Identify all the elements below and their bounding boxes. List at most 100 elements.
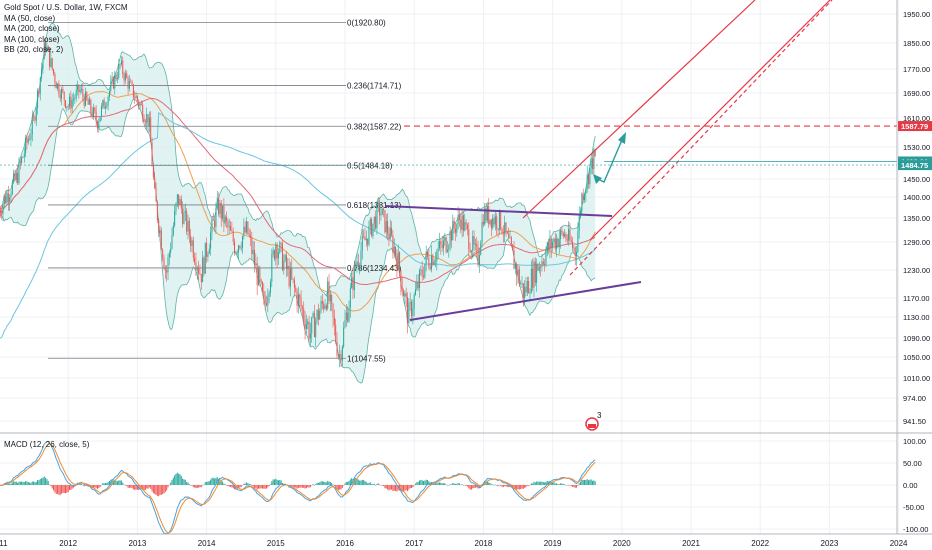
macd-hist-bar	[392, 485, 394, 491]
bollinger-bands	[0, 23, 596, 384]
candle-body	[494, 216, 496, 225]
macd-hist-bar	[247, 483, 249, 485]
candle-body	[139, 103, 141, 106]
macd-hist-bar	[554, 483, 556, 485]
macd-hist-bar	[304, 485, 306, 489]
candle-body	[154, 177, 156, 189]
candle-body	[207, 253, 209, 257]
time-tick-label: 2016	[336, 539, 354, 548]
candle-body	[412, 308, 414, 317]
event-badge-fill	[588, 424, 596, 428]
candle-body	[500, 210, 502, 229]
candle-body	[504, 222, 506, 235]
macd-hist-bar	[180, 475, 182, 485]
macd-hist-bar	[194, 485, 196, 488]
candle-body	[411, 301, 413, 317]
macd-hist-bar	[102, 483, 104, 485]
macd-hist-bar	[417, 481, 419, 485]
candle-body	[210, 232, 212, 249]
macd-hist-bar	[400, 485, 402, 492]
candle-body	[146, 114, 148, 123]
candle-body	[592, 158, 594, 169]
candle-body	[259, 268, 261, 280]
legend-bb[interactable]: BB (20, close, 2)	[4, 45, 64, 54]
candle-body	[250, 235, 252, 238]
candle-body	[78, 84, 80, 93]
macd-hist-bar	[61, 485, 63, 494]
ma100-line	[0, 97, 596, 285]
candle-body	[15, 172, 17, 181]
time-tick-label: 2021	[682, 539, 700, 548]
macd-hist-bar	[15, 481, 17, 485]
macd-hist-bar	[387, 485, 389, 490]
symbol-title[interactable]: Gold Spot / U.S. Dollar, 1W, FXCM	[4, 3, 128, 12]
macd-hist-bar	[464, 485, 466, 486]
macd-hist-bar	[124, 485, 126, 486]
candle-body	[223, 205, 225, 224]
candle-body	[509, 237, 511, 239]
candle-body	[175, 203, 177, 211]
macd-hist-bar	[211, 477, 213, 485]
candle-body	[336, 341, 338, 356]
candle-body	[357, 261, 359, 266]
candle-body	[456, 224, 458, 233]
candle-body	[490, 219, 492, 228]
candle-body	[445, 237, 447, 252]
candle-body	[65, 100, 67, 108]
macd-hist-bar	[377, 483, 379, 485]
candle-body	[7, 193, 9, 202]
macd-hist-bar	[172, 477, 174, 485]
macd-hist-bar	[341, 485, 343, 488]
channel-lower-line	[589, 0, 831, 241]
candle-body	[22, 157, 24, 158]
candle-body	[74, 97, 76, 100]
candle-body	[79, 89, 81, 93]
candle-body	[348, 307, 350, 322]
macd-hist-bar	[116, 481, 118, 485]
macd-legend[interactable]: MACD (12, 26, close, 5)	[4, 440, 90, 449]
candle-body	[517, 269, 519, 277]
macd-hist-bar	[244, 483, 246, 485]
grid	[0, 0, 900, 534]
candle-body	[91, 111, 93, 117]
candle-body	[586, 174, 588, 189]
candle-body	[63, 91, 65, 101]
legend-ma50[interactable]: MA (50, close)	[4, 13, 56, 23]
candle-body	[428, 256, 430, 267]
macd-hist-bar	[50, 485, 52, 487]
candle-body	[163, 257, 165, 269]
macd-hist-bar	[336, 485, 338, 490]
macd-hist-bar	[303, 485, 305, 489]
candle-body	[469, 249, 471, 253]
candle-body	[152, 166, 154, 178]
candle-body	[27, 139, 29, 143]
time-tick-label: 2024	[890, 539, 908, 548]
macd-hist-bar	[396, 485, 398, 492]
macd-hist-bar	[156, 485, 158, 496]
candle-body	[380, 214, 382, 216]
macd-hist-bar	[423, 481, 425, 485]
macd-hist-bar	[494, 484, 496, 486]
candle-body	[103, 100, 105, 109]
legend-ma200[interactable]: MA (200, close)	[4, 24, 60, 33]
candle-body	[466, 224, 468, 230]
candle-body	[206, 242, 208, 257]
candle-body	[299, 294, 301, 299]
macd-hist-bar	[348, 481, 350, 485]
candle-body	[561, 230, 563, 233]
candle-body	[263, 291, 265, 297]
macd-hist-bar	[27, 481, 29, 485]
macd-hist-bar	[33, 481, 35, 485]
macd-hist-bar	[508, 485, 510, 488]
macd-hist-bar	[179, 474, 181, 485]
macd-hist-bar	[150, 485, 152, 489]
macd-hist-bar	[301, 485, 303, 488]
macd-hist-bar	[248, 483, 250, 485]
candle-body	[453, 220, 455, 229]
legend-ma100[interactable]: MA (100, close)	[4, 34, 60, 44]
macd-hist-bar	[506, 485, 508, 487]
candle-body	[578, 213, 580, 232]
macd-hist-bar	[474, 485, 476, 488]
candle-body	[88, 99, 90, 105]
